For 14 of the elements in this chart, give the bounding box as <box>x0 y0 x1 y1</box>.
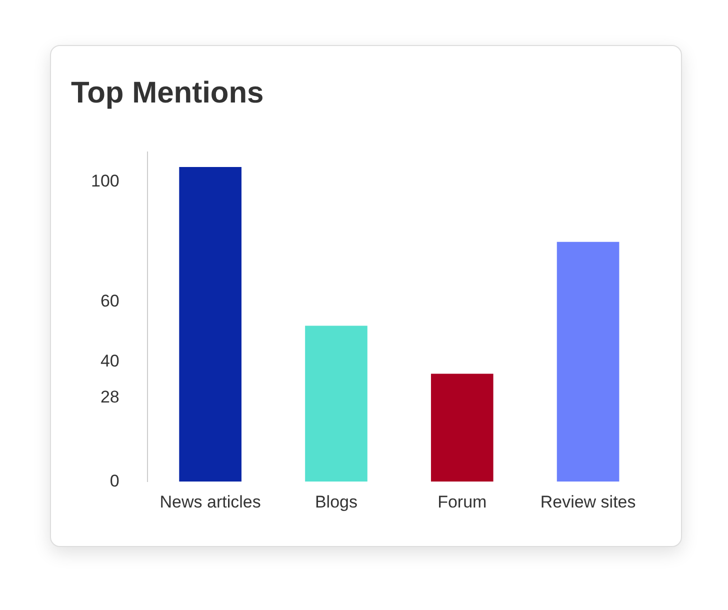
bar <box>305 326 368 482</box>
bar <box>556 242 620 482</box>
x-tick-label: News articles <box>160 492 261 512</box>
y-tick-label: 0 <box>110 471 120 490</box>
chart-title: Top Mentions <box>71 76 264 110</box>
x-tick-label: Review sites <box>540 492 636 512</box>
x-tick-label: Forum <box>438 492 487 512</box>
y-tick-label: 28 <box>100 387 120 406</box>
y-tick-label: 60 <box>100 292 120 311</box>
x-tick-label: Blogs <box>314 492 358 512</box>
bar <box>179 166 242 482</box>
y-tick-label: 100 <box>90 172 120 191</box>
y-tick-label: 40 <box>100 351 120 370</box>
bar <box>430 374 494 482</box>
